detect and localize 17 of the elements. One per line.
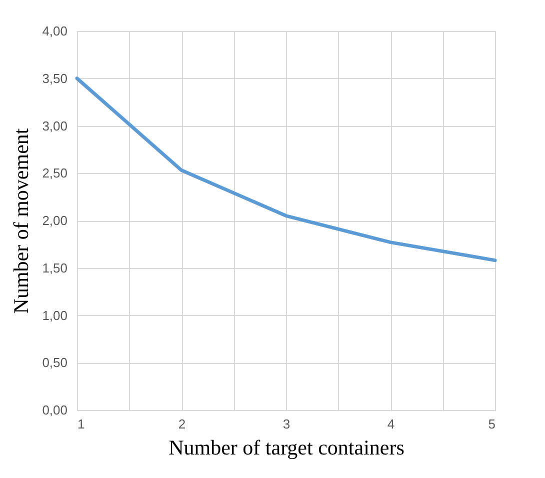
line-series (75, 76, 497, 262)
x-tick-label: 1 (78, 416, 85, 432)
y-tick-label: 4,00 (42, 24, 68, 38)
y-axis-title: Number of movement (9, 128, 34, 314)
x-tick-label: 3 (282, 416, 290, 432)
x-axis-title: Number of target containers (168, 436, 404, 460)
y-tick-label: 2,00 (42, 213, 68, 228)
x-tick-label: 2 (178, 416, 186, 432)
x-tick-label: 5 (488, 416, 496, 432)
x-tick-label: 4 (387, 416, 395, 432)
y-tick-label: 0,50 (42, 355, 68, 370)
y-tick-label: 3,00 (42, 118, 68, 134)
y-tick-label: 1,50 (42, 260, 68, 276)
y-tick-label: 3,50 (42, 70, 68, 86)
y-tick-label: 0,00 (42, 402, 68, 418)
y-tick-label: 2,50 (42, 166, 68, 181)
y-tick-label: 1,00 (42, 308, 68, 323)
